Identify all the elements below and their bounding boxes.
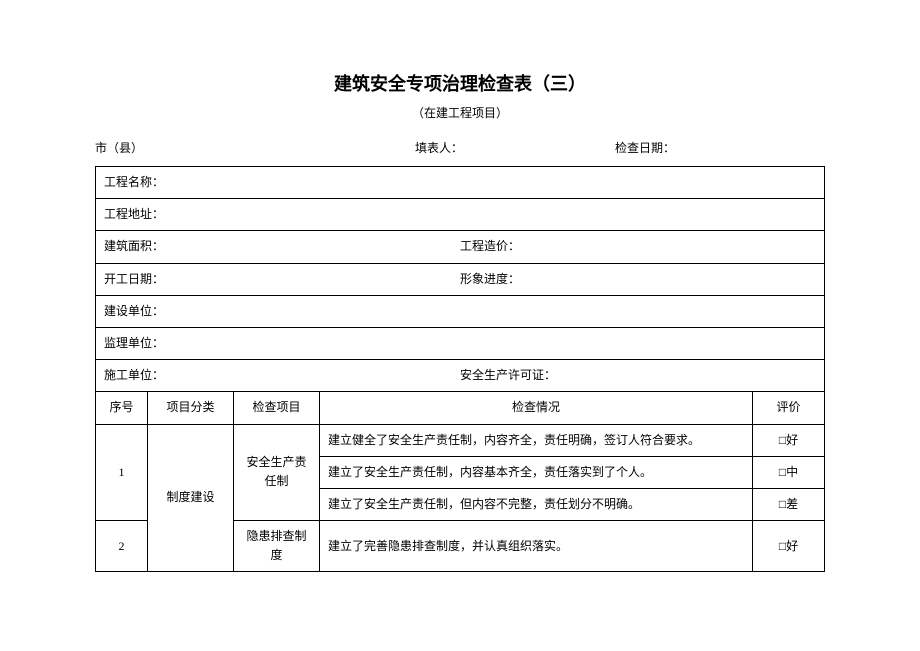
check-date-label: 检查日期： <box>615 139 825 156</box>
col-eval-header: 评价 <box>753 392 825 424</box>
col-seq-header: 序号 <box>96 392 148 424</box>
col-category-header: 项目分类 <box>148 392 234 424</box>
build-unit-cell: 建设单位： <box>96 295 825 327</box>
inspection-table: 工程名称： 工程地址： 建筑面积： 工程造价： 开工日期： 形象进度： 建设单位… <box>95 166 825 572</box>
project-addr-cell: 工程地址： <box>96 199 825 231</box>
table-header-row: 序号 项目分类 检查项目 检查情况 评价 <box>96 392 825 424</box>
eval-cell: □差 <box>753 488 825 520</box>
progress-label: 形象进度： <box>460 270 816 289</box>
area-cost-cell: 建筑面积： 工程造价： <box>96 231 825 263</box>
table-row: 1 制度建设 安全生产责任制 建立健全了安全生产责任制，内容齐全，责任明确，签订… <box>96 424 825 456</box>
table-row: 施工单位： 安全生产许可证： <box>96 360 825 392</box>
col-item-header: 检查项目 <box>234 392 320 424</box>
seq-cell: 2 <box>96 521 148 572</box>
table-row: 工程地址： <box>96 199 825 231</box>
category-cell: 制度建设 <box>148 424 234 572</box>
table-row: 监理单位： <box>96 327 825 359</box>
desc-cell: 建立了安全生产责任制，内容基本齐全，责任落实到了个人。 <box>320 456 753 488</box>
date-progress-cell: 开工日期： 形象进度： <box>96 263 825 295</box>
construct-permit-cell: 施工单位： 安全生产许可证： <box>96 360 825 392</box>
table-row: 建设单位： <box>96 295 825 327</box>
table-row: 开工日期： 形象进度： <box>96 263 825 295</box>
construct-unit-label: 施工单位： <box>104 366 460 385</box>
permit-label: 安全生产许可证： <box>460 366 816 385</box>
project-name-cell: 工程名称： <box>96 167 825 199</box>
desc-cell: 建立了完善隐患排查制度，并认真组织落实。 <box>320 521 753 572</box>
desc-cell: 建立健全了安全生产责任制，内容齐全，责任明确，签订人符合要求。 <box>320 424 753 456</box>
filler-label: 填表人： <box>415 139 615 156</box>
city-label: 市（县） <box>95 139 415 156</box>
item-cell: 隐患排查制度 <box>234 521 320 572</box>
table-row: 建筑面积： 工程造价： <box>96 231 825 263</box>
cost-label: 工程造价： <box>460 237 816 256</box>
supervise-unit-cell: 监理单位： <box>96 327 825 359</box>
desc-cell: 建立了安全生产责任制，但内容不完整，责任划分不明确。 <box>320 488 753 520</box>
page-title: 建筑安全专项治理检查表（三） <box>95 70 825 96</box>
area-label: 建筑面积： <box>104 237 460 256</box>
eval-cell: □好 <box>753 521 825 572</box>
header-line: 市（县） 填表人： 检查日期： <box>95 139 825 156</box>
col-situation-header: 检查情况 <box>320 392 753 424</box>
table-row: 工程名称： <box>96 167 825 199</box>
eval-cell: □好 <box>753 424 825 456</box>
eval-cell: □中 <box>753 456 825 488</box>
item-cell: 安全生产责任制 <box>234 424 320 521</box>
seq-cell: 1 <box>96 424 148 521</box>
page-subtitle: （在建工程项目） <box>95 104 825 121</box>
start-date-label: 开工日期： <box>104 270 460 289</box>
